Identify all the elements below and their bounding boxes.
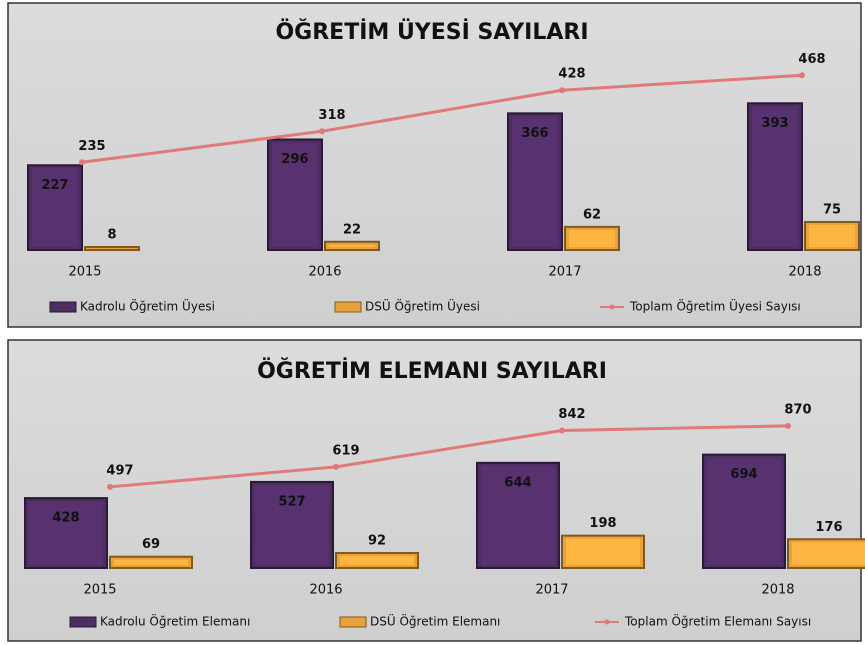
- data-label: 870: [784, 402, 811, 417]
- legend-swatch: [334, 301, 362, 313]
- data-label: 842: [558, 407, 585, 422]
- line: [81, 73, 803, 164]
- bar-bevel: [792, 542, 865, 565]
- x-tick-label: 2017: [535, 583, 568, 598]
- bar-bevel: [32, 168, 78, 247]
- bar-bevel: [512, 116, 558, 247]
- data-label: 644: [504, 475, 531, 490]
- data-label: 62: [583, 207, 601, 222]
- data-label: 75: [823, 203, 841, 218]
- bar-bevel: [566, 538, 640, 565]
- line-point: [107, 483, 113, 490]
- bar-bevel: [707, 457, 781, 565]
- bar-bevel: [809, 225, 855, 247]
- bar-bevel: [272, 142, 318, 247]
- x-tick-label: 2016: [308, 265, 341, 280]
- bar-bevel: [114, 559, 188, 565]
- legend-label: Toplam Öğretim Elemanı Sayısı: [624, 613, 811, 629]
- legend-label: Kadrolu Öğretim Elemanı: [100, 613, 250, 629]
- legend-label: DSÜ Öğretim Üyesi: [365, 298, 480, 314]
- legend-label: Toplam Öğretim Üyesi Sayısı: [629, 298, 801, 314]
- data-label: 468: [798, 52, 825, 67]
- data-label: 366: [521, 126, 548, 141]
- line: [109, 424, 789, 489]
- data-label: 227: [41, 178, 68, 193]
- x-tick-label: 2017: [548, 265, 581, 280]
- bar-bevel: [255, 484, 329, 565]
- legend-label: DSÜ Öğretim Elemanı: [370, 613, 500, 629]
- data-label: 22: [343, 222, 361, 237]
- data-label: 619: [332, 443, 359, 458]
- data-label: 198: [589, 516, 616, 531]
- data-label: 694: [730, 467, 757, 482]
- x-tick-label: 2016: [309, 583, 342, 598]
- line-point: [333, 463, 339, 470]
- data-label: 497: [106, 463, 133, 478]
- data-label: 235: [78, 139, 105, 154]
- x-tick-label: 2018: [761, 583, 794, 598]
- legend-swatch: [604, 619, 610, 625]
- x-tick-label: 2015: [83, 583, 116, 598]
- data-label: 92: [368, 533, 386, 548]
- legend-label: Kadrolu Öğretim Üyesi: [80, 298, 215, 314]
- legend-swatch: [49, 301, 77, 313]
- bar-bevel: [752, 106, 798, 247]
- x-tick-label: 2015: [68, 265, 101, 280]
- data-label: 318: [318, 108, 345, 123]
- data-label: 176: [815, 520, 842, 535]
- line-point: [785, 422, 791, 429]
- chart-title: ÖĞRETİM ELEMANI SAYILARI: [257, 358, 607, 384]
- legend-swatch: [69, 616, 97, 628]
- data-label: 393: [761, 116, 788, 131]
- data-label: 296: [281, 152, 308, 167]
- line-point: [319, 128, 325, 135]
- bar-bevel: [569, 229, 615, 247]
- bar-bevel: [29, 501, 103, 565]
- line-point: [799, 72, 805, 79]
- data-label: 527: [278, 494, 305, 509]
- line-point: [559, 427, 565, 434]
- panel: [7, 2, 862, 328]
- line-point: [79, 159, 85, 166]
- data-label: 428: [558, 67, 585, 82]
- bar-bevel: [340, 555, 414, 565]
- bar-bevel: [481, 465, 555, 565]
- data-label: 69: [142, 537, 160, 552]
- chart-title: ÖĞRETİM ÜYESİ SAYILARI: [275, 19, 588, 45]
- bar-bevel: [329, 244, 375, 247]
- legend-swatch: [609, 304, 615, 310]
- bar: [84, 246, 140, 252]
- data-label: 8: [107, 228, 116, 243]
- line-point: [559, 87, 565, 94]
- x-tick-label: 2018: [788, 265, 821, 280]
- legend-swatch: [339, 616, 367, 628]
- data-label: 428: [52, 511, 79, 526]
